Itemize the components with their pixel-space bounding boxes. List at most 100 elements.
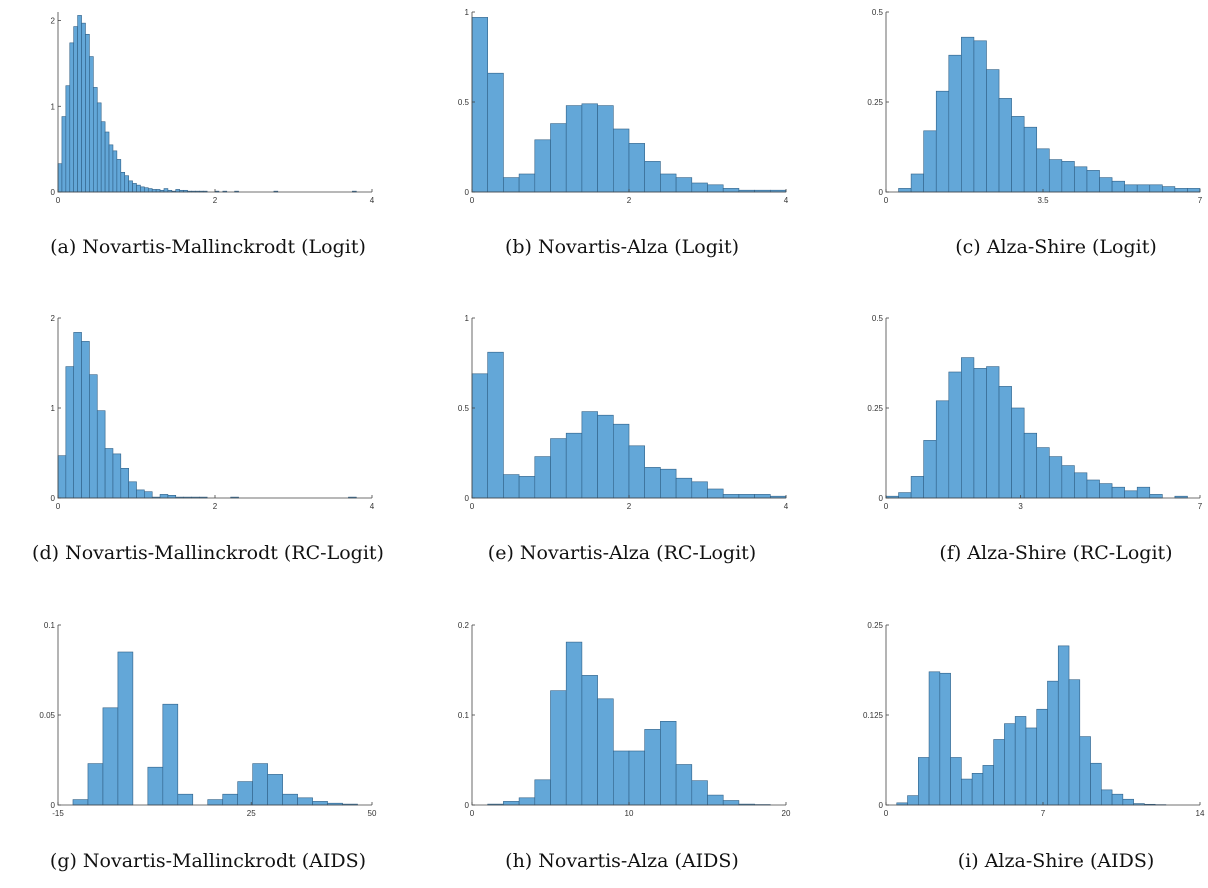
y-tick-label: 0	[879, 494, 884, 503]
histogram-panel: -15 25 50 0 0.05 0.1	[18, 617, 392, 825]
histogram-bar	[722, 494, 740, 499]
histogram-bar	[69, 42, 74, 193]
histogram-bar	[108, 144, 114, 193]
histogram-bar	[707, 184, 724, 193]
histogram-bar	[112, 453, 122, 499]
histogram-bar	[550, 438, 567, 499]
x-tick-label: 4	[784, 196, 789, 205]
histogram-bar	[581, 675, 598, 806]
y-tick-label: 0.05	[39, 711, 55, 720]
histogram-bar	[986, 366, 1000, 499]
histogram-bar	[1004, 723, 1016, 806]
histogram-bar	[935, 400, 950, 499]
y-tick-label: 0.1	[458, 711, 470, 720]
histogram-bar	[518, 797, 536, 806]
histogram-bar	[1048, 456, 1063, 499]
histogram-bar	[534, 139, 551, 193]
histogram-bar	[100, 121, 106, 193]
histogram-svg: 0 2 4 0 1 2	[51, 12, 375, 205]
histogram-bar	[1036, 708, 1048, 806]
histogram-bar	[312, 801, 328, 806]
histogram-bar	[993, 739, 1005, 806]
histogram-bar	[1036, 148, 1050, 193]
panel-caption: (f) Alza-Shire (RC-Logit)	[939, 542, 1173, 564]
histogram-bar	[581, 411, 598, 499]
histogram-bar	[939, 672, 951, 806]
x-tick-label: 4	[784, 502, 789, 511]
histogram-bar	[207, 799, 224, 806]
histogram-bar	[961, 36, 975, 193]
histogram-bar	[581, 103, 598, 193]
histogram-bar	[177, 793, 194, 806]
x-tick-label: 0	[56, 196, 61, 205]
histogram-bar	[660, 468, 677, 499]
y-tick-label: 0	[51, 494, 56, 503]
histogram-bar	[628, 750, 645, 806]
histogram-bar	[660, 721, 677, 806]
histogram-bar	[675, 477, 693, 499]
x-tick-label: 2	[213, 502, 218, 511]
y-tick-label: 0	[465, 801, 470, 810]
histogram-bar	[910, 476, 924, 499]
histogram-bar	[998, 386, 1012, 499]
histogram-bar	[565, 432, 583, 499]
histogram-panel: 0 2 4 0 0.5 1	[432, 4, 806, 212]
histogram-bar	[1124, 490, 1138, 499]
histogram-bar	[518, 476, 536, 499]
histogram-svg: 0 2 4 0 1 2	[51, 314, 375, 511]
y-tick-label: 1	[51, 102, 56, 111]
histogram-panel: 0 2 4 0 1 2	[18, 4, 392, 212]
y-tick-label: 1	[465, 314, 470, 323]
histogram-bar	[89, 374, 98, 499]
histogram-bar	[136, 184, 141, 193]
histogram-bar	[147, 188, 153, 193]
histogram-bar	[65, 85, 71, 193]
x-tick-label: 0	[470, 809, 475, 818]
histogram-bar	[112, 150, 118, 193]
histogram-bar	[973, 368, 987, 499]
histogram-panel: 0 2 4 0 1 2	[18, 310, 392, 518]
histogram-bar	[1124, 184, 1138, 193]
histogram-bar	[1061, 161, 1075, 193]
panel-caption: (e) Novartis-Alza (RC-Logit)	[487, 542, 757, 564]
histogram-bar	[124, 175, 129, 193]
histogram-panel: 0 3 7 0 0.25 0.5	[846, 310, 1208, 518]
histogram-bar	[722, 800, 740, 806]
histogram-bar	[923, 130, 937, 193]
histogram-bar	[1111, 486, 1125, 499]
histogram-bar	[948, 54, 962, 193]
histogram-svg: 0 2 4 0 0.5 1	[458, 8, 789, 205]
x-tick-label: 20	[782, 809, 791, 818]
histogram-bar	[628, 143, 645, 193]
x-tick-label: 0	[470, 502, 475, 511]
histogram-bar	[550, 690, 567, 806]
histogram-bar	[910, 173, 924, 193]
histogram-bar	[1074, 166, 1088, 193]
x-tick-label: 4	[370, 502, 375, 511]
histogram-bar	[1057, 645, 1070, 806]
histogram-bar	[961, 357, 975, 499]
y-tick-label: 0	[879, 188, 884, 197]
y-tick-label: 1	[465, 8, 470, 17]
histogram-bar	[707, 488, 724, 499]
histogram-panel: 0 3.5 7 0 0.25 0.5	[846, 4, 1208, 212]
histogram-bar	[644, 467, 661, 499]
histogram-bar	[1047, 680, 1059, 806]
histogram-bar	[898, 492, 912, 499]
histogram-bar	[597, 414, 614, 499]
histogram-bar	[691, 780, 708, 806]
x-tick-label: 7	[1041, 809, 1046, 818]
histogram-bar	[162, 703, 179, 806]
panel-caption: (b) Novartis-Alza (Logit)	[504, 236, 740, 258]
histogram-bar	[57, 455, 67, 499]
x-tick-label: 25	[247, 809, 256, 818]
histogram-bar	[1023, 126, 1038, 193]
histogram-bar	[950, 757, 962, 806]
histogram-svg: 0 7 14 0 0.125 0.25	[863, 621, 1205, 818]
y-tick-label: 0	[465, 188, 470, 197]
histogram-bar	[1099, 177, 1113, 193]
histogram-panel: 0 2 4 0 0.5 1	[432, 310, 806, 518]
y-tick-label: 1	[51, 404, 56, 413]
histogram-bar	[96, 410, 106, 499]
panel-caption: (c) Alza-Shire (Logit)	[955, 236, 1157, 258]
